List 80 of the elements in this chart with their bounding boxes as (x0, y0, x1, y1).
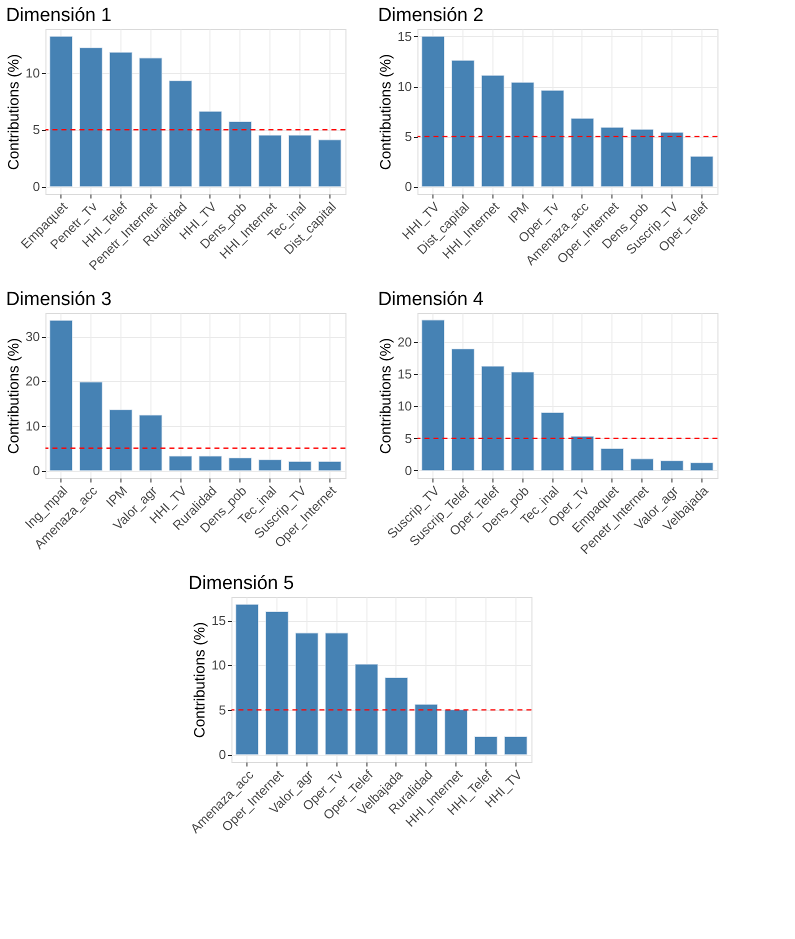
y-tick-label: 10 (397, 79, 412, 94)
bar (541, 412, 564, 471)
chart-title: Dimensión 5 (188, 573, 294, 594)
bar (79, 48, 102, 187)
y-tick-label: 15 (397, 29, 412, 44)
y-tick-label: 20 (25, 374, 40, 389)
bar (451, 348, 474, 471)
bar (318, 140, 342, 187)
bar (570, 436, 594, 471)
y-tick-label: 5 (32, 122, 40, 138)
y-tick-label: 15 (397, 366, 412, 382)
bar (660, 460, 684, 471)
bar (50, 36, 73, 187)
bar (600, 127, 624, 187)
bar (198, 456, 222, 471)
chart-title: Dimensión 4 (378, 289, 484, 310)
bar (414, 704, 438, 755)
bar (451, 60, 474, 187)
bar (295, 632, 318, 755)
bar (690, 462, 714, 471)
bar (288, 461, 312, 471)
y-tick-label: 10 (397, 398, 412, 414)
bar (318, 461, 342, 471)
y-axis-title: Contributions (%) (5, 54, 22, 170)
y-tick-label: 0 (218, 747, 226, 762)
bar (228, 121, 252, 187)
bar (109, 409, 132, 471)
bar (228, 458, 252, 471)
y-tick-label: 20 (397, 334, 412, 350)
y-axis-title: Contributions (%) (377, 54, 394, 170)
bar (325, 632, 348, 755)
y-tick-label: 5 (404, 129, 412, 144)
bar (169, 456, 192, 471)
bar (236, 604, 259, 755)
bar (258, 135, 282, 187)
bar (139, 58, 162, 187)
bar (169, 80, 192, 187)
chart-title: Dimensión 3 (6, 289, 112, 310)
bar (630, 129, 654, 187)
bar (198, 111, 222, 187)
y-tick-label: 10 (25, 65, 40, 80)
bar (79, 382, 102, 471)
y-tick-label: 0 (32, 463, 40, 478)
bar (481, 366, 504, 471)
y-tick-label: 15 (211, 613, 226, 628)
y-tick-label: 5 (404, 430, 412, 446)
bar (444, 710, 468, 755)
y-tick-label: 0 (404, 462, 412, 478)
bar (511, 82, 534, 187)
bar (541, 90, 564, 187)
bar (690, 156, 714, 187)
y-axis-title: Contributions (%) (5, 338, 22, 454)
bar (481, 75, 504, 187)
bar (570, 118, 594, 187)
y-tick-label: 0 (404, 179, 412, 194)
y-axis-title: Contributions (%) (191, 622, 208, 738)
bar (660, 132, 684, 187)
bar (109, 52, 132, 187)
bar (139, 414, 162, 471)
y-tick-label: 5 (218, 702, 226, 718)
chart-title: Dimensión 2 (378, 5, 484, 26)
y-tick-label: 10 (25, 418, 40, 434)
bar (355, 664, 378, 755)
bar (600, 448, 624, 471)
y-tick-label: 10 (211, 658, 226, 673)
bar (422, 320, 445, 471)
bar (288, 135, 312, 187)
bar (265, 611, 288, 755)
bar (384, 677, 408, 755)
bar (504, 736, 528, 755)
y-tick-label: 30 (25, 329, 40, 344)
bar (258, 459, 282, 471)
bar (511, 372, 534, 471)
chart-title: Dimensión 1 (6, 5, 112, 26)
y-axis-title: Contributions (%) (377, 338, 394, 454)
bar (50, 320, 73, 471)
bar (422, 36, 445, 187)
bar (630, 458, 654, 471)
y-tick-label: 0 (32, 179, 40, 194)
bar (474, 736, 498, 755)
